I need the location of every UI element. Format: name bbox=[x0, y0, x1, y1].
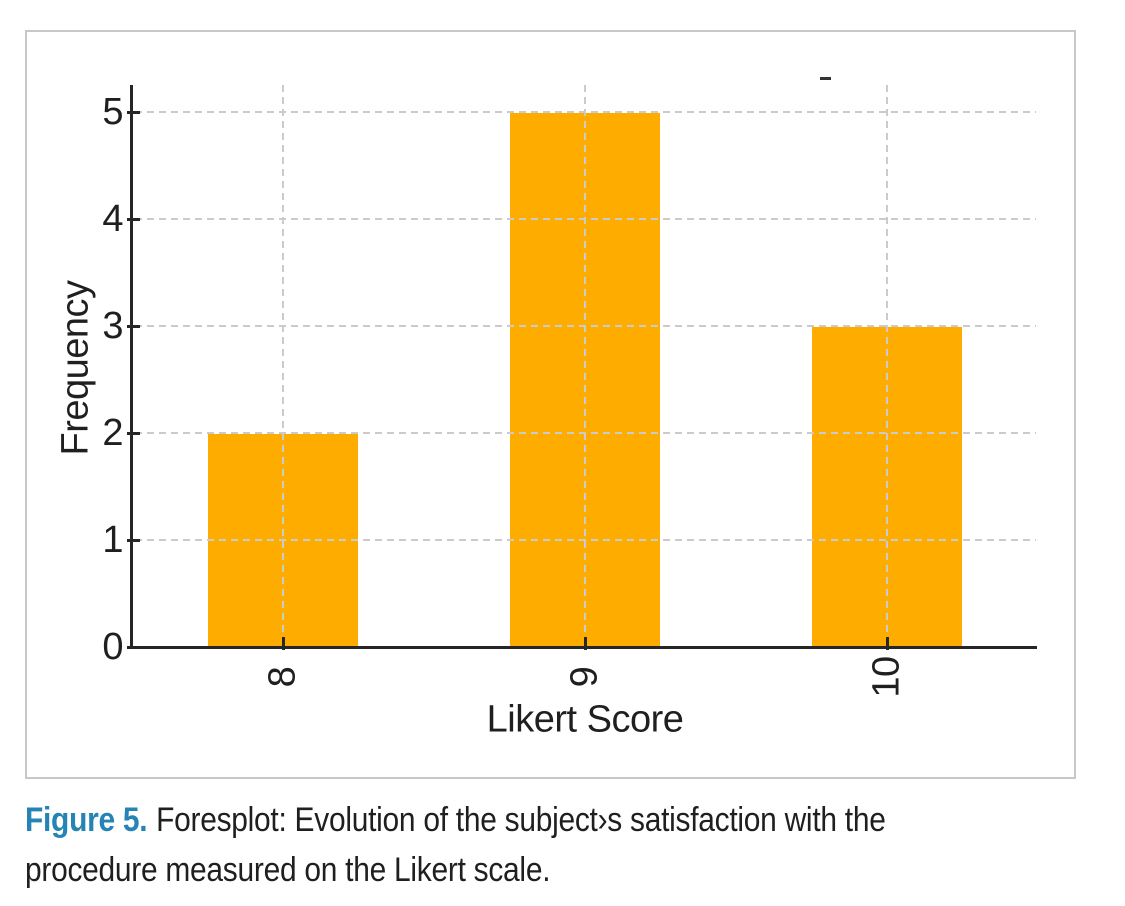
y-tick-label-3: 3 bbox=[102, 305, 123, 347]
gridline-v-10 bbox=[886, 85, 888, 646]
y-axis-line bbox=[130, 85, 133, 649]
x-tick-mark-8 bbox=[282, 637, 285, 650]
figure-caption-label: Figure 5. bbox=[25, 801, 148, 839]
y-tick-mark-3 bbox=[127, 325, 140, 328]
caption-line-1: Figure 5. Foresplot: Evolution of the sub… bbox=[25, 795, 975, 845]
y-tick-label-1: 1 bbox=[102, 519, 123, 561]
x-tick-label-9: 9 bbox=[563, 666, 606, 688]
x-tick-label-10: 10 bbox=[865, 656, 908, 698]
x-tick-mark-9 bbox=[584, 637, 587, 650]
gridline-v-9 bbox=[584, 85, 586, 646]
y-tick-mark-2 bbox=[127, 432, 140, 435]
y-tick-mark-4 bbox=[127, 218, 140, 221]
gridline-h-2 bbox=[135, 432, 1036, 434]
x-tick-label-8: 8 bbox=[261, 666, 304, 688]
y-tick-label-5: 5 bbox=[102, 91, 123, 133]
y-tick-label-0: 0 bbox=[102, 626, 123, 668]
figure-caption: Figure 5. Foresplot: Evolution of the sub… bbox=[25, 795, 975, 895]
stray-dash bbox=[820, 77, 831, 80]
y-tick-mark-1 bbox=[127, 539, 140, 542]
y-tick-mark-0 bbox=[127, 646, 140, 649]
gridline-h-1 bbox=[135, 539, 1036, 541]
gridline-v-8 bbox=[282, 85, 284, 646]
caption-text-2: procedure measured on the Likert scale. bbox=[25, 851, 551, 889]
x-axis-title: Likert Score bbox=[486, 698, 684, 741]
x-axis-line bbox=[130, 646, 1037, 649]
y-tick-mark-5 bbox=[127, 111, 140, 114]
gridline-h-5 bbox=[135, 111, 1036, 113]
gridline-h-3 bbox=[135, 325, 1036, 327]
x-tick-mark-10 bbox=[886, 637, 889, 650]
y-tick-label-2: 2 bbox=[102, 412, 123, 454]
y-tick-label-4: 4 bbox=[102, 198, 123, 240]
gridline-h-4 bbox=[135, 218, 1036, 220]
caption-text-1: Foresplot: Evolution of the subject›s sa… bbox=[156, 801, 886, 839]
